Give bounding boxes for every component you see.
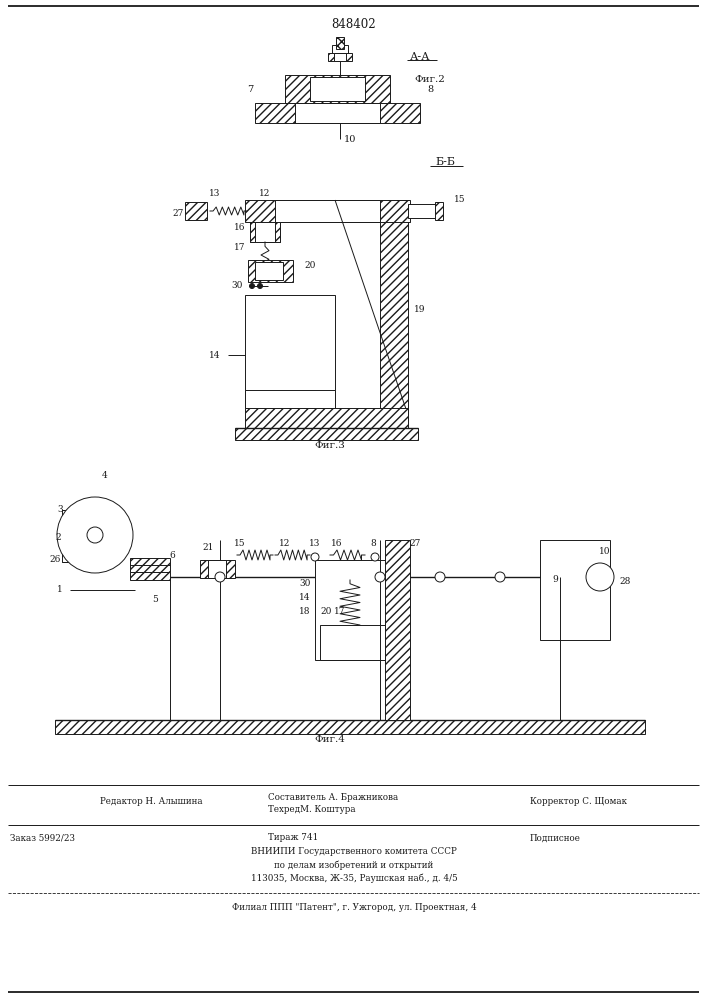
- Text: 10: 10: [600, 548, 611, 556]
- Text: 3: 3: [57, 506, 63, 514]
- Text: А-А: А-А: [410, 52, 431, 62]
- Bar: [336, 37, 344, 49]
- Text: 26: 26: [49, 556, 61, 564]
- Bar: [248, 260, 293, 282]
- Circle shape: [215, 572, 225, 582]
- Circle shape: [586, 563, 614, 591]
- Text: 20: 20: [304, 261, 316, 270]
- Text: Фиг.4: Фиг.4: [315, 736, 346, 744]
- Circle shape: [371, 553, 379, 561]
- Circle shape: [87, 527, 103, 543]
- Text: по делам изобретений и открытий: по делам изобретений и открытий: [274, 860, 433, 870]
- Bar: [255, 262, 283, 280]
- Text: 30: 30: [299, 578, 310, 587]
- Bar: [255, 222, 275, 242]
- Circle shape: [311, 553, 319, 561]
- Text: 8: 8: [370, 540, 376, 548]
- Bar: [408, 204, 438, 218]
- Bar: [328, 53, 352, 61]
- Bar: [250, 222, 280, 242]
- Bar: [435, 202, 443, 220]
- Text: 17: 17: [234, 243, 246, 252]
- Text: 14: 14: [209, 351, 221, 360]
- Bar: [62, 510, 74, 562]
- Text: 10: 10: [344, 135, 356, 144]
- Text: Б-Б: Б-Б: [435, 157, 455, 167]
- Circle shape: [257, 284, 262, 288]
- Bar: [310, 77, 365, 101]
- Text: Фиг.3: Фиг.3: [315, 440, 346, 450]
- Text: 17: 17: [334, 606, 346, 615]
- Text: 27: 27: [409, 540, 421, 548]
- Bar: [332, 45, 348, 53]
- Text: 19: 19: [414, 306, 426, 314]
- Bar: [130, 558, 170, 572]
- Text: ВНИИПИ Государственного комитета СССР: ВНИИПИ Государственного комитета СССР: [251, 848, 457, 856]
- Text: 12: 12: [259, 188, 271, 198]
- Text: 12: 12: [279, 540, 291, 548]
- Text: 9: 9: [552, 576, 558, 584]
- Text: 4: 4: [102, 471, 108, 480]
- Bar: [255, 103, 420, 123]
- Bar: [185, 202, 207, 220]
- Text: 16: 16: [332, 540, 343, 548]
- Bar: [540, 540, 610, 640]
- Text: Корректор С. Щомак: Корректор С. Щомак: [530, 798, 627, 806]
- Text: 13: 13: [209, 188, 221, 198]
- Text: 30: 30: [231, 282, 243, 290]
- Bar: [334, 53, 346, 61]
- Text: 14: 14: [299, 592, 311, 601]
- Bar: [320, 625, 385, 660]
- Text: 15: 15: [234, 540, 246, 548]
- Bar: [200, 560, 235, 578]
- Bar: [385, 540, 410, 720]
- Text: 113035, Москва, Ж-35, Раушская наб., д. 4/5: 113035, Москва, Ж-35, Раушская наб., д. …: [251, 873, 457, 883]
- Text: 13: 13: [309, 540, 321, 548]
- Text: 8: 8: [427, 86, 433, 95]
- Bar: [55, 720, 645, 734]
- Bar: [235, 428, 418, 440]
- Bar: [295, 103, 380, 123]
- Text: Филиал ППП "Патент", г. Ужгород, ул. Проектная, 4: Филиал ППП "Патент", г. Ужгород, ул. Про…: [232, 902, 477, 912]
- Bar: [380, 200, 408, 420]
- Bar: [245, 200, 410, 222]
- Text: 21: 21: [202, 544, 214, 552]
- Bar: [275, 200, 380, 222]
- Text: 2: 2: [55, 534, 61, 542]
- Bar: [285, 75, 390, 103]
- Bar: [245, 390, 335, 408]
- Text: 6: 6: [169, 550, 175, 560]
- Bar: [208, 560, 226, 578]
- Text: 18: 18: [299, 606, 311, 615]
- Text: 20: 20: [320, 606, 332, 615]
- Circle shape: [495, 572, 505, 582]
- Text: Фиг.2: Фиг.2: [414, 76, 445, 85]
- Text: Тираж 741: Тираж 741: [268, 834, 318, 842]
- Circle shape: [250, 284, 255, 288]
- Bar: [245, 295, 335, 410]
- Text: 5: 5: [152, 595, 158, 604]
- Bar: [250, 222, 280, 242]
- Text: 7: 7: [247, 86, 253, 95]
- Bar: [130, 572, 170, 580]
- Bar: [245, 408, 408, 428]
- Text: 848402: 848402: [332, 18, 376, 31]
- Text: Подписное: Подписное: [530, 834, 581, 842]
- Text: 27: 27: [173, 210, 184, 219]
- Text: 15: 15: [454, 196, 466, 205]
- Text: 16: 16: [234, 224, 246, 232]
- Text: 28: 28: [619, 578, 631, 586]
- Circle shape: [57, 497, 133, 573]
- Circle shape: [435, 572, 445, 582]
- Circle shape: [375, 572, 385, 582]
- Bar: [315, 560, 390, 660]
- Text: 1: 1: [57, 585, 63, 594]
- Text: Редактор Н. Алышина: Редактор Н. Алышина: [100, 798, 203, 806]
- Text: Заказ 5992/23: Заказ 5992/23: [10, 834, 75, 842]
- Text: Составитель А. Бражникова: Составитель А. Бражникова: [268, 792, 398, 802]
- Text: ТехредМ. Коштура: ТехредМ. Коштура: [268, 806, 356, 814]
